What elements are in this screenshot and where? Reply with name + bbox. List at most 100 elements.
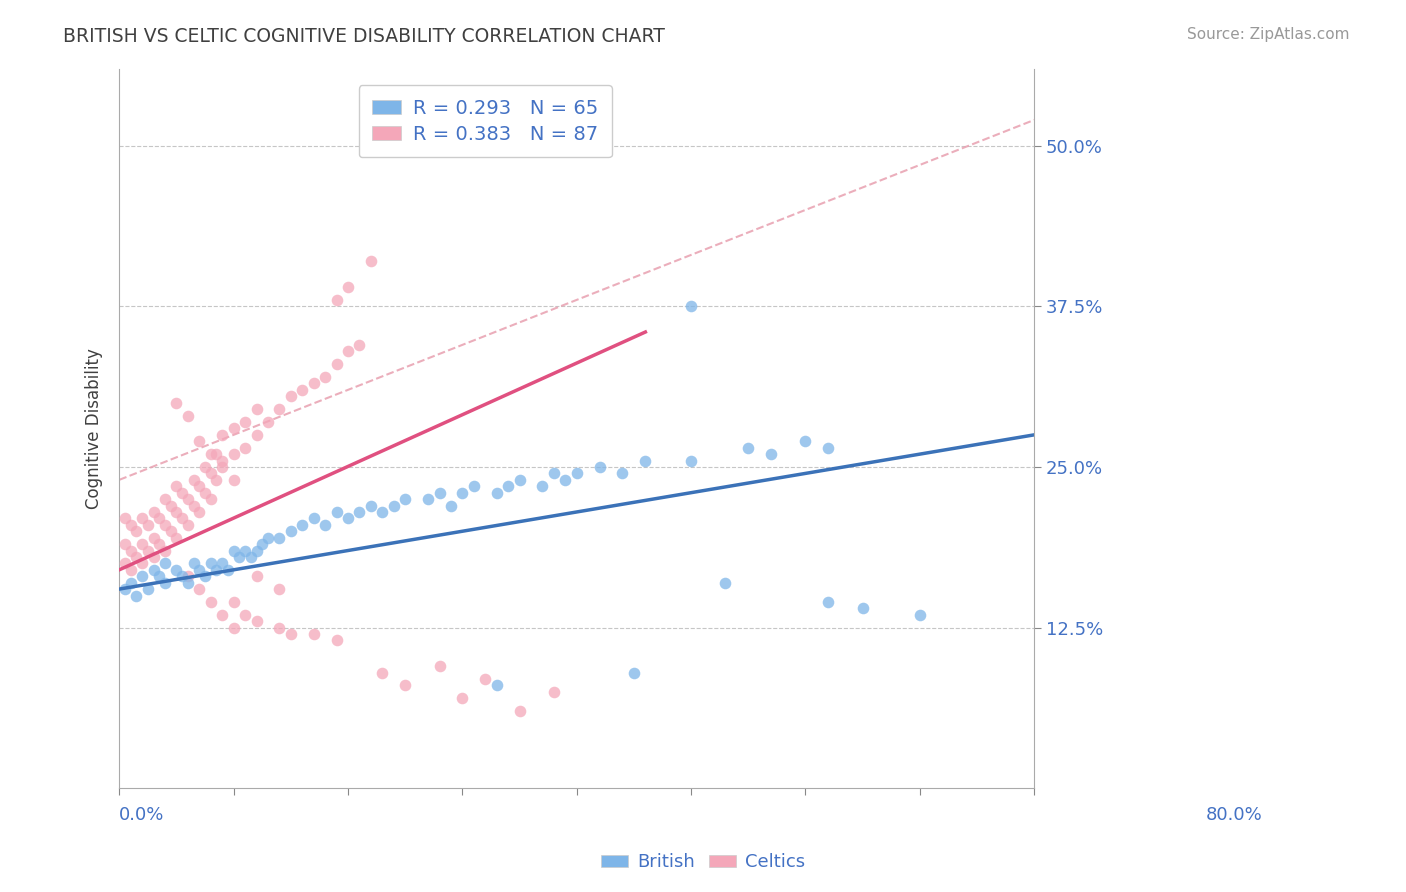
Legend: British, Celtics: British, Celtics: [593, 847, 813, 879]
Point: [543, 685, 565, 699]
Point: [554, 473, 576, 487]
Point: [159, 524, 181, 539]
Point: [159, 499, 181, 513]
Point: [233, 607, 256, 622]
Point: [200, 557, 222, 571]
Point: [252, 537, 274, 551]
Point: [188, 563, 211, 577]
Point: [416, 492, 439, 507]
Point: [125, 589, 148, 603]
Point: [148, 537, 170, 551]
Point: [166, 563, 188, 577]
Point: [325, 357, 347, 371]
Point: [136, 543, 159, 558]
Point: [239, 549, 262, 564]
Point: [194, 460, 217, 475]
Point: [142, 563, 165, 577]
Point: [302, 511, 325, 525]
Point: [148, 569, 170, 583]
Point: [440, 499, 463, 513]
Point: [291, 517, 314, 532]
Point: [205, 563, 228, 577]
Point: [817, 441, 839, 455]
Point: [188, 582, 211, 596]
Point: [588, 460, 610, 475]
Point: [291, 383, 314, 397]
Point: [183, 473, 205, 487]
Point: [114, 537, 136, 551]
Text: BRITISH VS CELTIC COGNITIVE DISABILITY CORRELATION CHART: BRITISH VS CELTIC COGNITIVE DISABILITY C…: [63, 27, 665, 45]
Point: [360, 254, 382, 268]
Point: [371, 505, 394, 519]
Point: [737, 441, 759, 455]
Y-axis label: Cognitive Disability: Cognitive Disability: [86, 348, 103, 508]
Point: [451, 691, 474, 706]
Point: [200, 595, 222, 609]
Point: [142, 531, 165, 545]
Point: [166, 531, 188, 545]
Point: [681, 453, 703, 467]
Point: [131, 569, 153, 583]
Point: [211, 607, 233, 622]
Point: [131, 537, 153, 551]
Point: [714, 575, 737, 590]
Point: [188, 505, 211, 519]
Point: [228, 549, 250, 564]
Point: [852, 601, 875, 615]
Point: [177, 575, 200, 590]
Point: [114, 557, 136, 571]
Point: [125, 549, 148, 564]
Point: [142, 549, 165, 564]
Point: [131, 557, 153, 571]
Point: [349, 505, 371, 519]
Point: [153, 575, 176, 590]
Point: [245, 614, 267, 628]
Point: [172, 569, 194, 583]
Point: [233, 415, 256, 429]
Point: [166, 479, 188, 493]
Point: [302, 627, 325, 641]
Point: [114, 511, 136, 525]
Point: [429, 485, 451, 500]
Point: [337, 280, 360, 294]
Point: [394, 678, 416, 692]
Point: [153, 517, 176, 532]
Point: [153, 543, 176, 558]
Point: [166, 505, 188, 519]
Point: [233, 441, 256, 455]
Point: [153, 557, 176, 571]
Point: [188, 434, 211, 449]
Point: [211, 453, 233, 467]
Point: [269, 621, 291, 635]
Point: [205, 447, 228, 461]
Point: [337, 344, 360, 359]
Point: [565, 467, 588, 481]
Point: [245, 543, 267, 558]
Point: [114, 582, 136, 596]
Point: [245, 427, 267, 442]
Point: [543, 467, 565, 481]
Point: [194, 485, 217, 500]
Text: 80.0%: 80.0%: [1206, 806, 1263, 824]
Point: [280, 524, 302, 539]
Point: [314, 370, 336, 384]
Text: Source: ZipAtlas.com: Source: ZipAtlas.com: [1187, 27, 1350, 42]
Point: [211, 427, 233, 442]
Point: [269, 582, 291, 596]
Point: [325, 505, 347, 519]
Point: [120, 517, 142, 532]
Point: [200, 492, 222, 507]
Point: [120, 575, 142, 590]
Point: [200, 467, 222, 481]
Text: 0.0%: 0.0%: [120, 806, 165, 824]
Point: [269, 402, 291, 417]
Point: [177, 409, 200, 423]
Point: [211, 460, 233, 475]
Point: [131, 511, 153, 525]
Point: [245, 402, 267, 417]
Point: [817, 595, 839, 609]
Point: [257, 531, 280, 545]
Point: [325, 293, 347, 307]
Point: [222, 543, 245, 558]
Point: [188, 479, 211, 493]
